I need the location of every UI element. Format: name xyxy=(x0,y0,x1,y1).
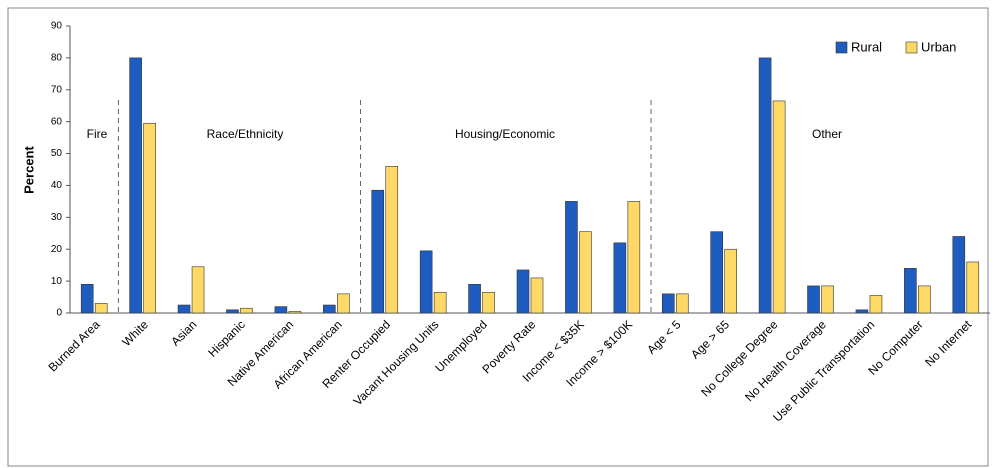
bar xyxy=(482,291,495,314)
section-label: Fire xyxy=(87,127,108,141)
bar xyxy=(565,201,578,314)
bar xyxy=(337,293,350,314)
bar xyxy=(530,277,544,314)
bar xyxy=(468,283,481,314)
y-tick-label: 10 xyxy=(51,276,63,287)
bar xyxy=(419,250,433,314)
bar xyxy=(143,122,156,314)
bar xyxy=(226,309,239,314)
bar xyxy=(579,231,592,314)
legend-label: Urban xyxy=(921,39,956,54)
bar xyxy=(627,201,641,314)
bar xyxy=(661,293,675,314)
legend-swatch xyxy=(905,41,918,54)
y-tick-label: 70 xyxy=(51,84,63,95)
bar xyxy=(869,295,883,314)
section-label: Housing/Economic xyxy=(455,127,555,141)
section-label: Race/Ethnicity xyxy=(207,127,284,141)
bar xyxy=(855,309,869,314)
bar xyxy=(821,285,834,314)
bar xyxy=(807,285,820,314)
bar xyxy=(371,189,385,314)
chart-frame xyxy=(7,7,989,467)
bar xyxy=(966,261,980,314)
bar xyxy=(724,248,737,314)
y-tick-label: 40 xyxy=(51,180,63,191)
bar xyxy=(758,57,772,314)
bar xyxy=(918,285,931,314)
bar xyxy=(274,306,288,314)
bar xyxy=(385,166,399,314)
bar xyxy=(129,57,142,314)
y-tick-label: 60 xyxy=(51,116,63,127)
bar xyxy=(240,307,253,314)
bar xyxy=(613,242,627,314)
bar xyxy=(772,100,786,314)
legend-label: Rural xyxy=(851,39,882,54)
bar xyxy=(433,291,447,314)
bar xyxy=(80,283,94,314)
y-tick-label: 50 xyxy=(51,148,63,159)
bar xyxy=(904,268,917,314)
bar xyxy=(323,304,336,314)
bar xyxy=(516,269,530,314)
y-tick-label: 80 xyxy=(51,53,63,64)
bar xyxy=(288,311,302,314)
bar xyxy=(177,304,191,314)
bar xyxy=(710,231,723,314)
bar xyxy=(94,303,108,314)
y-axis-label: Percent xyxy=(21,145,36,193)
legend-swatch xyxy=(835,41,848,54)
bar xyxy=(191,266,205,314)
bar xyxy=(675,293,689,314)
y-tick-label: 0 xyxy=(56,308,62,319)
bar xyxy=(952,236,966,314)
y-tick-label: 30 xyxy=(51,212,63,223)
y-tick-label: 20 xyxy=(51,244,63,255)
section-label: Other xyxy=(812,127,842,141)
y-tick-label: 90 xyxy=(51,21,63,32)
